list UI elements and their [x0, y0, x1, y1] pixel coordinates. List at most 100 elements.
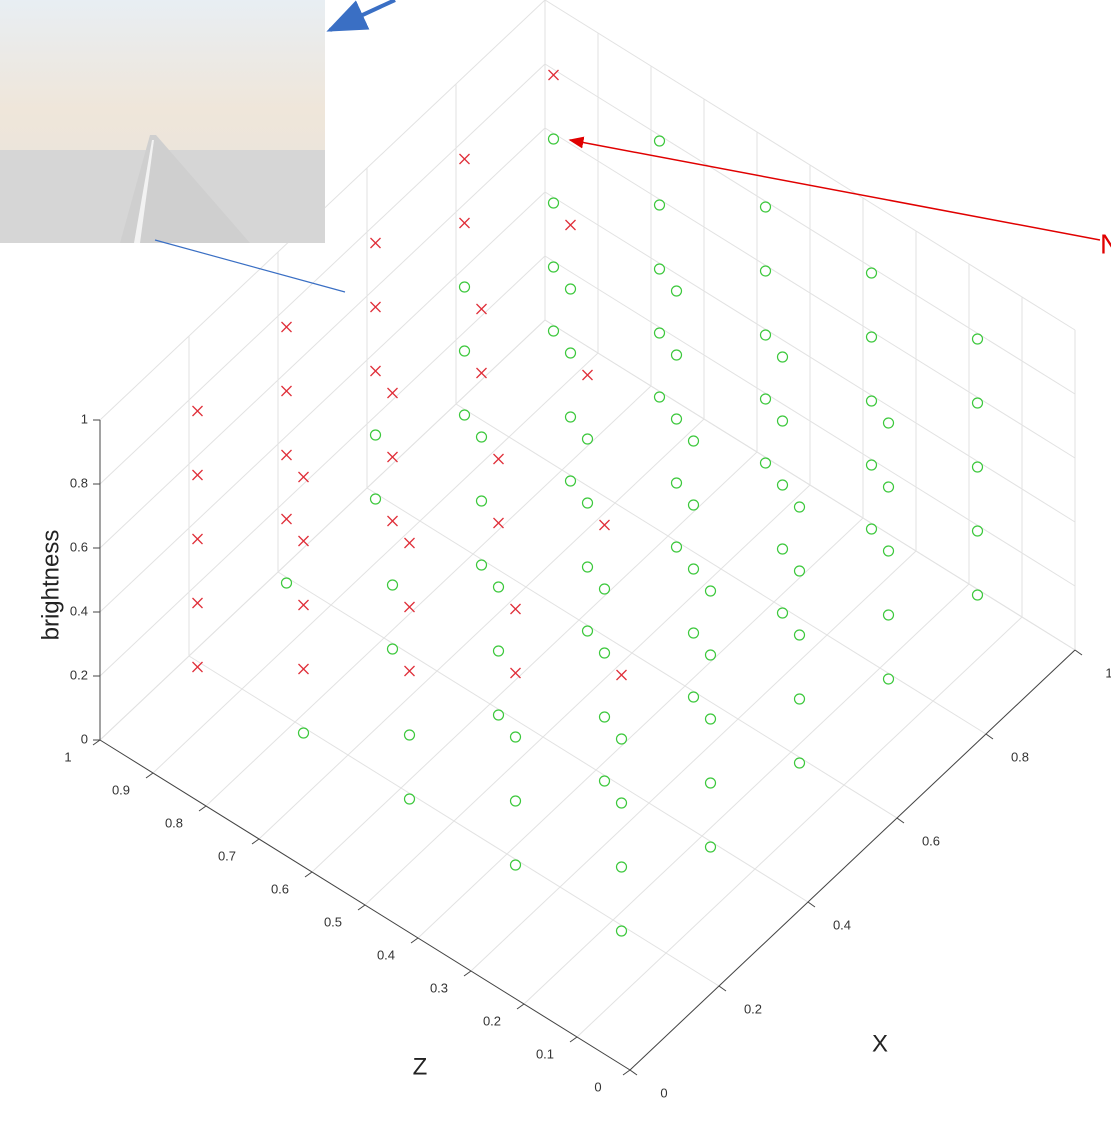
y-tick-label: 1	[81, 411, 88, 426]
chart: 00.20.40.60.8100.10.20.30.40.50.60.70.80…	[0, 0, 1111, 1123]
point-o	[973, 334, 983, 344]
point-o	[706, 586, 716, 596]
z-tick-label: 0.6	[271, 881, 289, 896]
point-o	[795, 694, 805, 704]
point-x	[193, 470, 203, 480]
x-tick	[808, 902, 815, 907]
z-tick-label: 0	[594, 1079, 601, 1094]
point-o	[795, 758, 805, 768]
z-tick	[305, 872, 312, 877]
point-o	[494, 710, 504, 720]
point-o	[549, 134, 559, 144]
point-o	[795, 630, 805, 640]
point-o	[761, 458, 771, 468]
point-o	[511, 796, 521, 806]
x-tick	[897, 818, 904, 823]
point-o	[778, 416, 788, 426]
grid-line	[418, 518, 863, 938]
point-o	[867, 268, 877, 278]
z-tick-label: 0.8	[165, 815, 183, 830]
point-o	[583, 626, 593, 636]
point-x	[371, 302, 381, 312]
y-tick-label: 0.2	[70, 667, 88, 682]
point-x	[299, 664, 309, 674]
z-tick	[199, 806, 206, 811]
point-o	[583, 434, 593, 444]
point-o	[655, 392, 665, 402]
point-o	[761, 202, 771, 212]
point-o	[867, 524, 877, 534]
point-x	[193, 534, 203, 544]
point-o	[689, 500, 699, 510]
point-o	[973, 398, 983, 408]
point-o	[477, 496, 487, 506]
point-x	[405, 602, 415, 612]
point-x	[617, 670, 627, 680]
point-o	[549, 198, 559, 208]
y-axis-title: brightness	[37, 530, 64, 641]
x-tick-label: 0.6	[922, 833, 940, 848]
point-o	[549, 326, 559, 336]
point-o	[566, 412, 576, 422]
point-x	[388, 388, 398, 398]
point-o	[706, 778, 716, 788]
point-x	[566, 220, 576, 230]
point-x	[299, 536, 309, 546]
point-x	[477, 368, 487, 378]
point-o	[617, 862, 627, 872]
point-o	[617, 926, 627, 936]
z-tick	[570, 1037, 577, 1042]
annotation-arrow	[570, 140, 1100, 240]
z-tick	[464, 971, 471, 976]
point-o	[884, 610, 894, 620]
x-tick-label: 1	[1105, 665, 1111, 680]
point-o	[549, 262, 559, 272]
point-o	[566, 348, 576, 358]
z-tick	[146, 773, 153, 778]
point-o	[706, 650, 716, 660]
point-o	[655, 200, 665, 210]
x-tick-label: 0.2	[744, 1001, 762, 1016]
point-x	[299, 600, 309, 610]
point-o	[884, 482, 894, 492]
z-tick	[252, 839, 259, 844]
y-tick-label: 0.6	[70, 539, 88, 554]
point-o	[973, 462, 983, 472]
point-x	[511, 668, 521, 678]
point-o	[405, 794, 415, 804]
x-tick	[986, 734, 993, 739]
point-o	[672, 286, 682, 296]
point-x	[282, 322, 292, 332]
point-x	[388, 452, 398, 462]
point-o	[689, 436, 699, 446]
point-o	[867, 396, 877, 406]
point-o	[566, 476, 576, 486]
point-o	[600, 648, 610, 658]
grid-line	[312, 452, 757, 872]
point-o	[689, 564, 699, 574]
point-o	[477, 560, 487, 570]
x-tick	[719, 986, 726, 991]
grid-line	[471, 551, 916, 971]
point-o	[795, 566, 805, 576]
thumbnail	[0, 0, 325, 243]
point-o	[778, 480, 788, 490]
point-x	[388, 516, 398, 526]
point-o	[778, 608, 788, 618]
grid-line	[524, 584, 969, 1004]
point-x	[494, 454, 504, 464]
z-axis-title: Z	[413, 1053, 428, 1080]
z-tick-label: 1	[64, 749, 71, 764]
z-tick-label: 0.2	[483, 1013, 501, 1028]
point-o	[388, 644, 398, 654]
point-o	[706, 714, 716, 724]
x-tick-label: 0.4	[833, 917, 851, 932]
point-o	[511, 732, 521, 742]
z-tick	[517, 1004, 524, 1009]
x-tick	[1075, 650, 1082, 655]
point-x	[405, 538, 415, 548]
point-o	[884, 674, 894, 684]
point-o	[617, 734, 627, 744]
point-x	[460, 154, 470, 164]
point-o	[460, 282, 470, 292]
